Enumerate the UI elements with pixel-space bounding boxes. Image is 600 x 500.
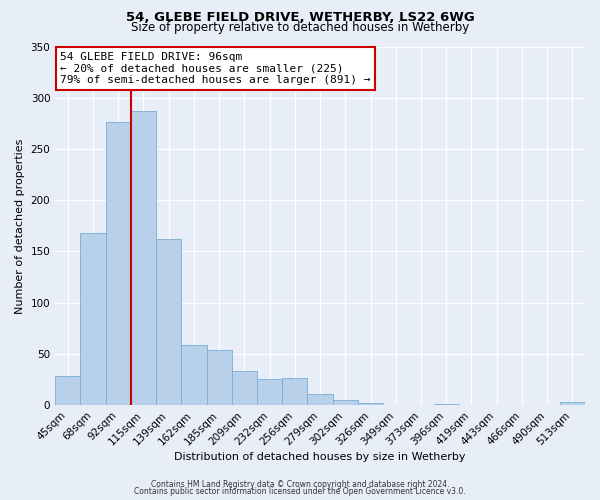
X-axis label: Distribution of detached houses by size in Wetherby: Distribution of detached houses by size … xyxy=(175,452,466,462)
Text: 54 GLEBE FIELD DRIVE: 96sqm
← 20% of detached houses are smaller (225)
79% of se: 54 GLEBE FIELD DRIVE: 96sqm ← 20% of det… xyxy=(61,52,371,85)
Bar xyxy=(156,239,181,405)
Bar xyxy=(232,372,257,405)
Text: 54, GLEBE FIELD DRIVE, WETHERBY, LS22 6WG: 54, GLEBE FIELD DRIVE, WETHERBY, LS22 6W… xyxy=(125,11,475,24)
Text: Size of property relative to detached houses in Wetherby: Size of property relative to detached ho… xyxy=(131,22,469,35)
Bar xyxy=(257,378,282,405)
Text: Contains public sector information licensed under the Open Government Licence v3: Contains public sector information licen… xyxy=(134,487,466,496)
Bar xyxy=(307,394,332,405)
Text: Contains HM Land Registry data © Crown copyright and database right 2024.: Contains HM Land Registry data © Crown c… xyxy=(151,480,449,489)
Bar xyxy=(206,350,232,405)
Bar xyxy=(434,404,459,405)
Bar xyxy=(80,233,106,405)
Y-axis label: Number of detached properties: Number of detached properties xyxy=(15,138,25,314)
Bar xyxy=(282,378,307,405)
Bar xyxy=(332,400,358,405)
Bar xyxy=(560,402,585,405)
Bar xyxy=(181,345,206,405)
Bar xyxy=(55,376,80,405)
Bar xyxy=(106,122,131,405)
Bar xyxy=(131,111,156,405)
Bar xyxy=(358,403,383,405)
